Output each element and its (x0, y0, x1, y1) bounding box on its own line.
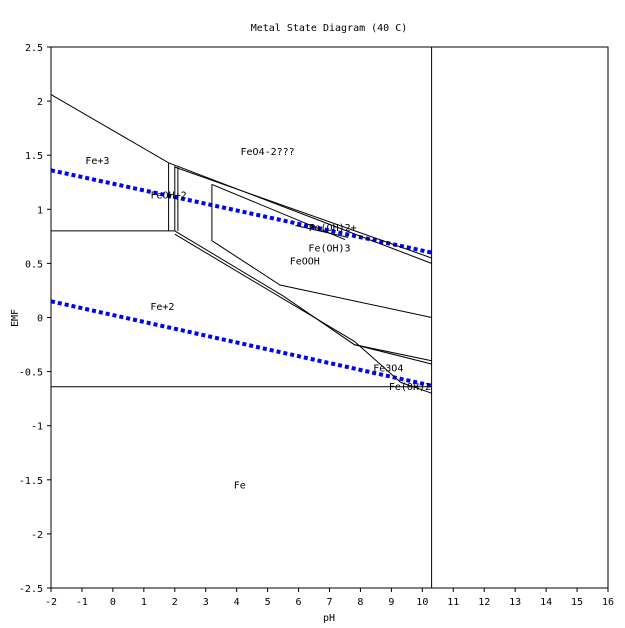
boundary-line-10 (354, 344, 432, 362)
boundary-line-13 (295, 225, 349, 238)
x-axis: -2 -1 0 1 2 3 4 5 6 7 8 9 10 11 12 13 14 15 16 (45, 588, 614, 608)
x-axis-label: pH (323, 613, 335, 624)
plot-area: Fe+3 FeO4-2??? FeOH+2 Fe(OH)2+ Fe(OH)3 FeOOH F… (50, 46, 609, 589)
x-tick-label: 14 (540, 597, 552, 608)
x-tick-label: 15 (571, 597, 583, 608)
y-tick-label: -1 (31, 422, 43, 433)
region-label: Fe(OH)2+ (309, 223, 357, 234)
y-tick-label: -1.5 (19, 476, 43, 487)
y-tick-label: 1.5 (25, 151, 43, 162)
region-label: Fe (234, 480, 246, 491)
y-tick-label: 2.5 (25, 43, 43, 54)
y-axis-label: EMF (10, 309, 21, 327)
region-label: FeOOH (290, 256, 320, 267)
x-tick-label: 13 (509, 597, 521, 608)
y-tick-label: 0 (37, 314, 43, 325)
region-label: Fe3O4 (373, 364, 403, 375)
x-tick-label: 16 (602, 597, 614, 608)
y-tick-label: -0.5 (19, 368, 43, 379)
y-tick-label: 2 (37, 97, 43, 108)
x-tick-label: 1 (141, 597, 147, 608)
x-tick-label: 3 (203, 597, 209, 608)
y-tick-label: -2 (31, 530, 43, 541)
region-label: FeOH+2 (151, 190, 187, 201)
x-tick-label: 5 (265, 597, 271, 608)
region-label: Fe+2 (150, 302, 174, 313)
x-tick-label: 7 (326, 597, 332, 608)
y-tick-label: 1 (37, 205, 43, 216)
y-tick-label: -2.5 (19, 584, 43, 595)
region-label: Fe(OH)2 (389, 382, 431, 393)
x-tick-label: 6 (296, 597, 302, 608)
boundary-line-9 (174, 233, 432, 394)
y-axis: 2.5 2 1.5 1 0.5 0 -0.5 -1 -1.5 -2 -2.5 (19, 43, 51, 595)
x-tick-label: 10 (416, 597, 428, 608)
x-tick-label: 11 (447, 597, 459, 608)
boundary-line-12 (211, 183, 346, 241)
water-stability-line-lower (50, 299, 433, 388)
x-tick-label: 9 (388, 597, 394, 608)
boundary-line-7 (174, 166, 432, 259)
plot-frame (50, 46, 609, 589)
x-tick-label: -2 (45, 597, 57, 608)
region-label: FeO4-2??? (241, 147, 295, 158)
chart-title: Metal State Diagram (40 C) (251, 23, 408, 34)
x-tick-label: 4 (234, 597, 240, 608)
region-label: Fe(OH)3 (308, 243, 350, 254)
x-tick-label: 2 (172, 597, 178, 608)
x-tick-label: 12 (478, 597, 490, 608)
region-label: Fe+3 (85, 156, 109, 167)
x-tick-label: 0 (110, 597, 116, 608)
y-tick-label: 0.5 (25, 259, 43, 270)
x-tick-label: -1 (76, 597, 88, 608)
boundary-line-8 (174, 230, 432, 365)
boundary-line-11 (211, 184, 432, 318)
water-stability-line-upper (50, 168, 433, 255)
x-tick-label: 8 (357, 597, 363, 608)
